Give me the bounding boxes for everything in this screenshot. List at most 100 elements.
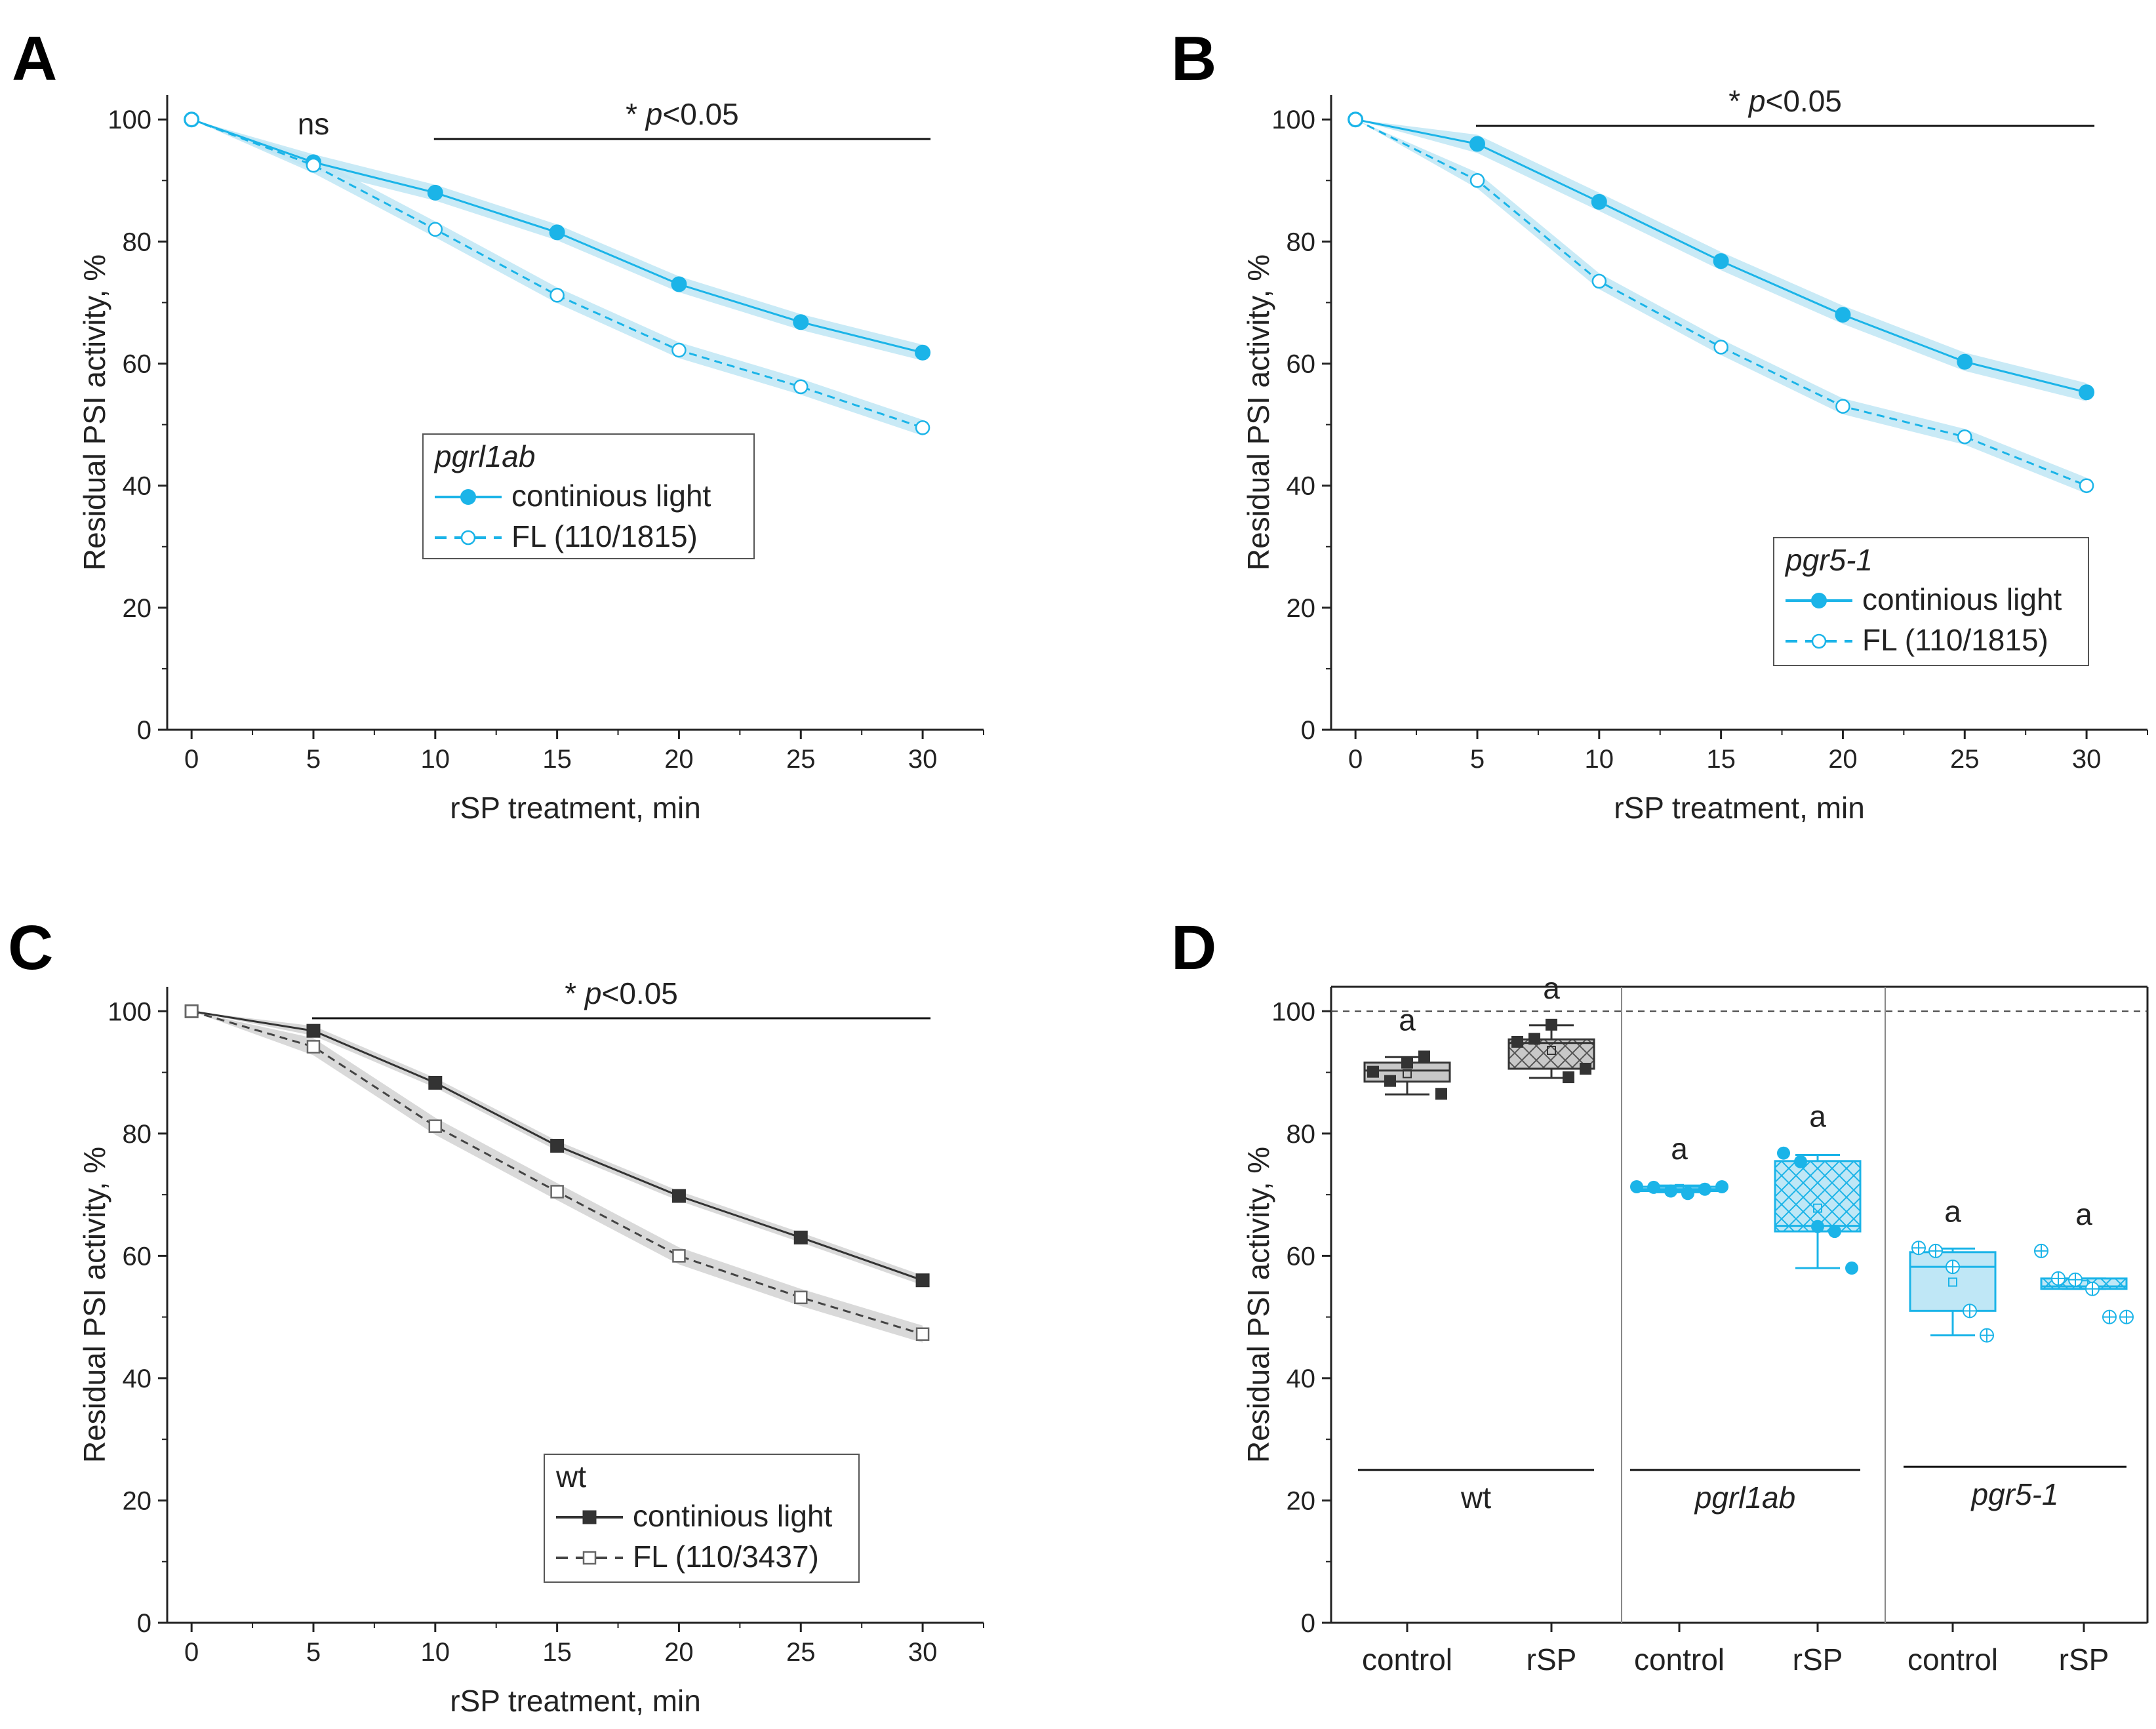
data-point-A-0 — [793, 314, 809, 330]
data-point-pgr5-1-rSP — [2034, 1243, 2048, 1258]
box-pgr5-1-rSP — [2034, 1243, 2134, 1324]
data-point-C-0 — [671, 1189, 686, 1203]
x-axis-title-B: rSP treatment, min — [1614, 791, 1865, 825]
series-line-C-1 — [191, 1010, 923, 1336]
error-band-A-1 — [191, 119, 923, 436]
y-tick-label-C: 100 — [108, 997, 151, 1026]
significance-letter-pgrl1ab-control: a — [1671, 1132, 1688, 1166]
data-point-pgrl1ab-control — [1698, 1182, 1711, 1196]
y-tick-label-A: 40 — [123, 472, 152, 501]
group-label-pgr5-1: pgr5-1 — [1970, 1477, 2059, 1511]
y-tick-label-A: 20 — [123, 594, 152, 623]
box-mean — [1403, 1069, 1412, 1079]
y-tick-label-B: 100 — [1271, 106, 1315, 134]
box-wt-control — [1363, 1050, 1451, 1100]
data-point-B-0 — [1591, 193, 1607, 210]
box-pgr5-1-control — [1909, 1241, 1997, 1343]
legend-label-B-0: continious light — [1862, 582, 2062, 616]
y-tick-label-C: 80 — [123, 1120, 152, 1149]
legend-marker-B-1 — [1811, 633, 1827, 649]
y-tick-label-D: 40 — [1287, 1364, 1316, 1393]
data-point-B-1 — [1835, 399, 1850, 414]
error-band-B-1 — [1355, 119, 2087, 494]
legend-label-B-1: FL (110/1815) — [1862, 623, 2048, 657]
x-tick-label-B: 20 — [1828, 745, 1858, 774]
data-point-C-0 — [793, 1230, 808, 1244]
x-tick-label-A: 30 — [908, 745, 938, 774]
x-tick-label-A: 10 — [421, 745, 450, 774]
y-tick-label-B: 0 — [1301, 716, 1315, 745]
data-point-C-0 — [550, 1139, 565, 1153]
panel-a-chart: 0 20 40 60 80 100 Residual PSI activity, % 0 5 10… — [77, 95, 984, 825]
data-point-A-0 — [915, 344, 931, 361]
data-point-A-1 — [671, 342, 687, 358]
y-tick-label-D: 0 — [1301, 1609, 1315, 1638]
y-tick-label-C: 20 — [123, 1486, 152, 1515]
data-point-pgr5-1-rSP — [2051, 1271, 2066, 1286]
x-tick-label-B: 30 — [2072, 745, 2102, 774]
y-tick-label-B: 80 — [1287, 228, 1316, 256]
data-point-A-1 — [915, 420, 930, 435]
data-point-wt-rSP — [1563, 1071, 1574, 1084]
data-point-A-1 — [793, 379, 808, 395]
data-point-C-1 — [794, 1290, 808, 1305]
data-point-A-1 — [306, 157, 321, 173]
box-pgrl1ab-control — [1630, 1180, 1728, 1201]
data-point-C-0 — [915, 1273, 930, 1288]
x-tick-label-C: 30 — [908, 1638, 938, 1667]
box-mean — [1948, 1277, 1957, 1287]
y-tick-label-B: 60 — [1287, 350, 1316, 379]
y-tick-label-C: 40 — [123, 1364, 152, 1393]
data-point-B-1 — [1348, 111, 1363, 127]
significance-letter-pgrl1ab-rSP: a — [1809, 1100, 1826, 1134]
x-tick-label-C: 25 — [786, 1638, 816, 1667]
x-tick-label-A: 15 — [542, 745, 572, 774]
box-pgrl1ab-rSP — [1774, 1146, 1862, 1275]
data-point-pgrl1ab-rSP — [1845, 1262, 1858, 1275]
data-point-wt-rSP — [1528, 1033, 1540, 1045]
x-tick-label-B: 25 — [1950, 745, 1980, 774]
data-point-wt-control — [1401, 1056, 1413, 1069]
group-label-pgrl1ab: pgrl1ab — [1694, 1481, 1795, 1515]
data-point-pgr5-1-rSP — [2085, 1281, 2100, 1296]
x-tick-label-A: 25 — [786, 745, 816, 774]
significance-letter-wt-control: a — [1399, 1003, 1416, 1037]
y-tick-label-A: 0 — [137, 716, 151, 745]
data-point-pgrl1ab-rSP — [1777, 1146, 1790, 1160]
legend-label-C-0: continious light — [633, 1499, 833, 1533]
group-label-wt: wt — [1460, 1481, 1491, 1515]
panel-letter-a: A — [12, 24, 57, 94]
panel-c-chart: 0 20 40 60 80 100 Residual PSI activity, % 0 5 10… — [77, 976, 984, 1718]
data-point-wt-control — [1435, 1088, 1447, 1100]
x-tick-label-C: 5 — [306, 1638, 321, 1667]
y-tick-label-C: 0 — [137, 1609, 151, 1638]
data-point-B-1 — [1713, 340, 1728, 355]
data-point-wt-control — [1367, 1065, 1379, 1078]
legend-marker-A-1 — [460, 530, 476, 546]
error-band-C-1 — [191, 1011, 923, 1343]
series-line-B-1 — [1355, 118, 2087, 487]
x-category-label-rSP: rSP — [2059, 1642, 2109, 1677]
x-tick-label-C: 20 — [664, 1638, 694, 1667]
data-point-A-1 — [184, 111, 199, 127]
legend-title-B: pgr5-1 — [1784, 543, 1873, 577]
x-category-label-control: control — [1907, 1642, 1998, 1677]
data-point-pgrl1ab-control — [1715, 1180, 1728, 1193]
y-tick-label-D: 100 — [1271, 997, 1315, 1026]
legend-label-A-0: continious light — [511, 479, 711, 513]
significance-letter-pgr5-1-control: a — [1944, 1194, 1961, 1228]
data-point-A-1 — [428, 222, 443, 237]
x-tick-label-B: 5 — [1470, 745, 1485, 774]
data-point-B-0 — [2079, 384, 2095, 401]
data-point-pgr5-1-control — [1963, 1303, 1977, 1319]
x-tick-label-A: 20 — [664, 745, 694, 774]
box-wt-rSP — [1507, 1018, 1595, 1084]
x-category-label-rSP: rSP — [1527, 1642, 1577, 1677]
legend-label-A-1: FL (110/1815) — [511, 519, 698, 553]
y-tick-label-D: 60 — [1287, 1242, 1316, 1271]
y-tick-label-C: 60 — [123, 1242, 152, 1271]
y-axis-title-D: Residual PSI activity, % — [1241, 1147, 1275, 1463]
annotation-ns-A: ns — [298, 107, 330, 141]
x-tick-label-A: 0 — [184, 745, 199, 774]
